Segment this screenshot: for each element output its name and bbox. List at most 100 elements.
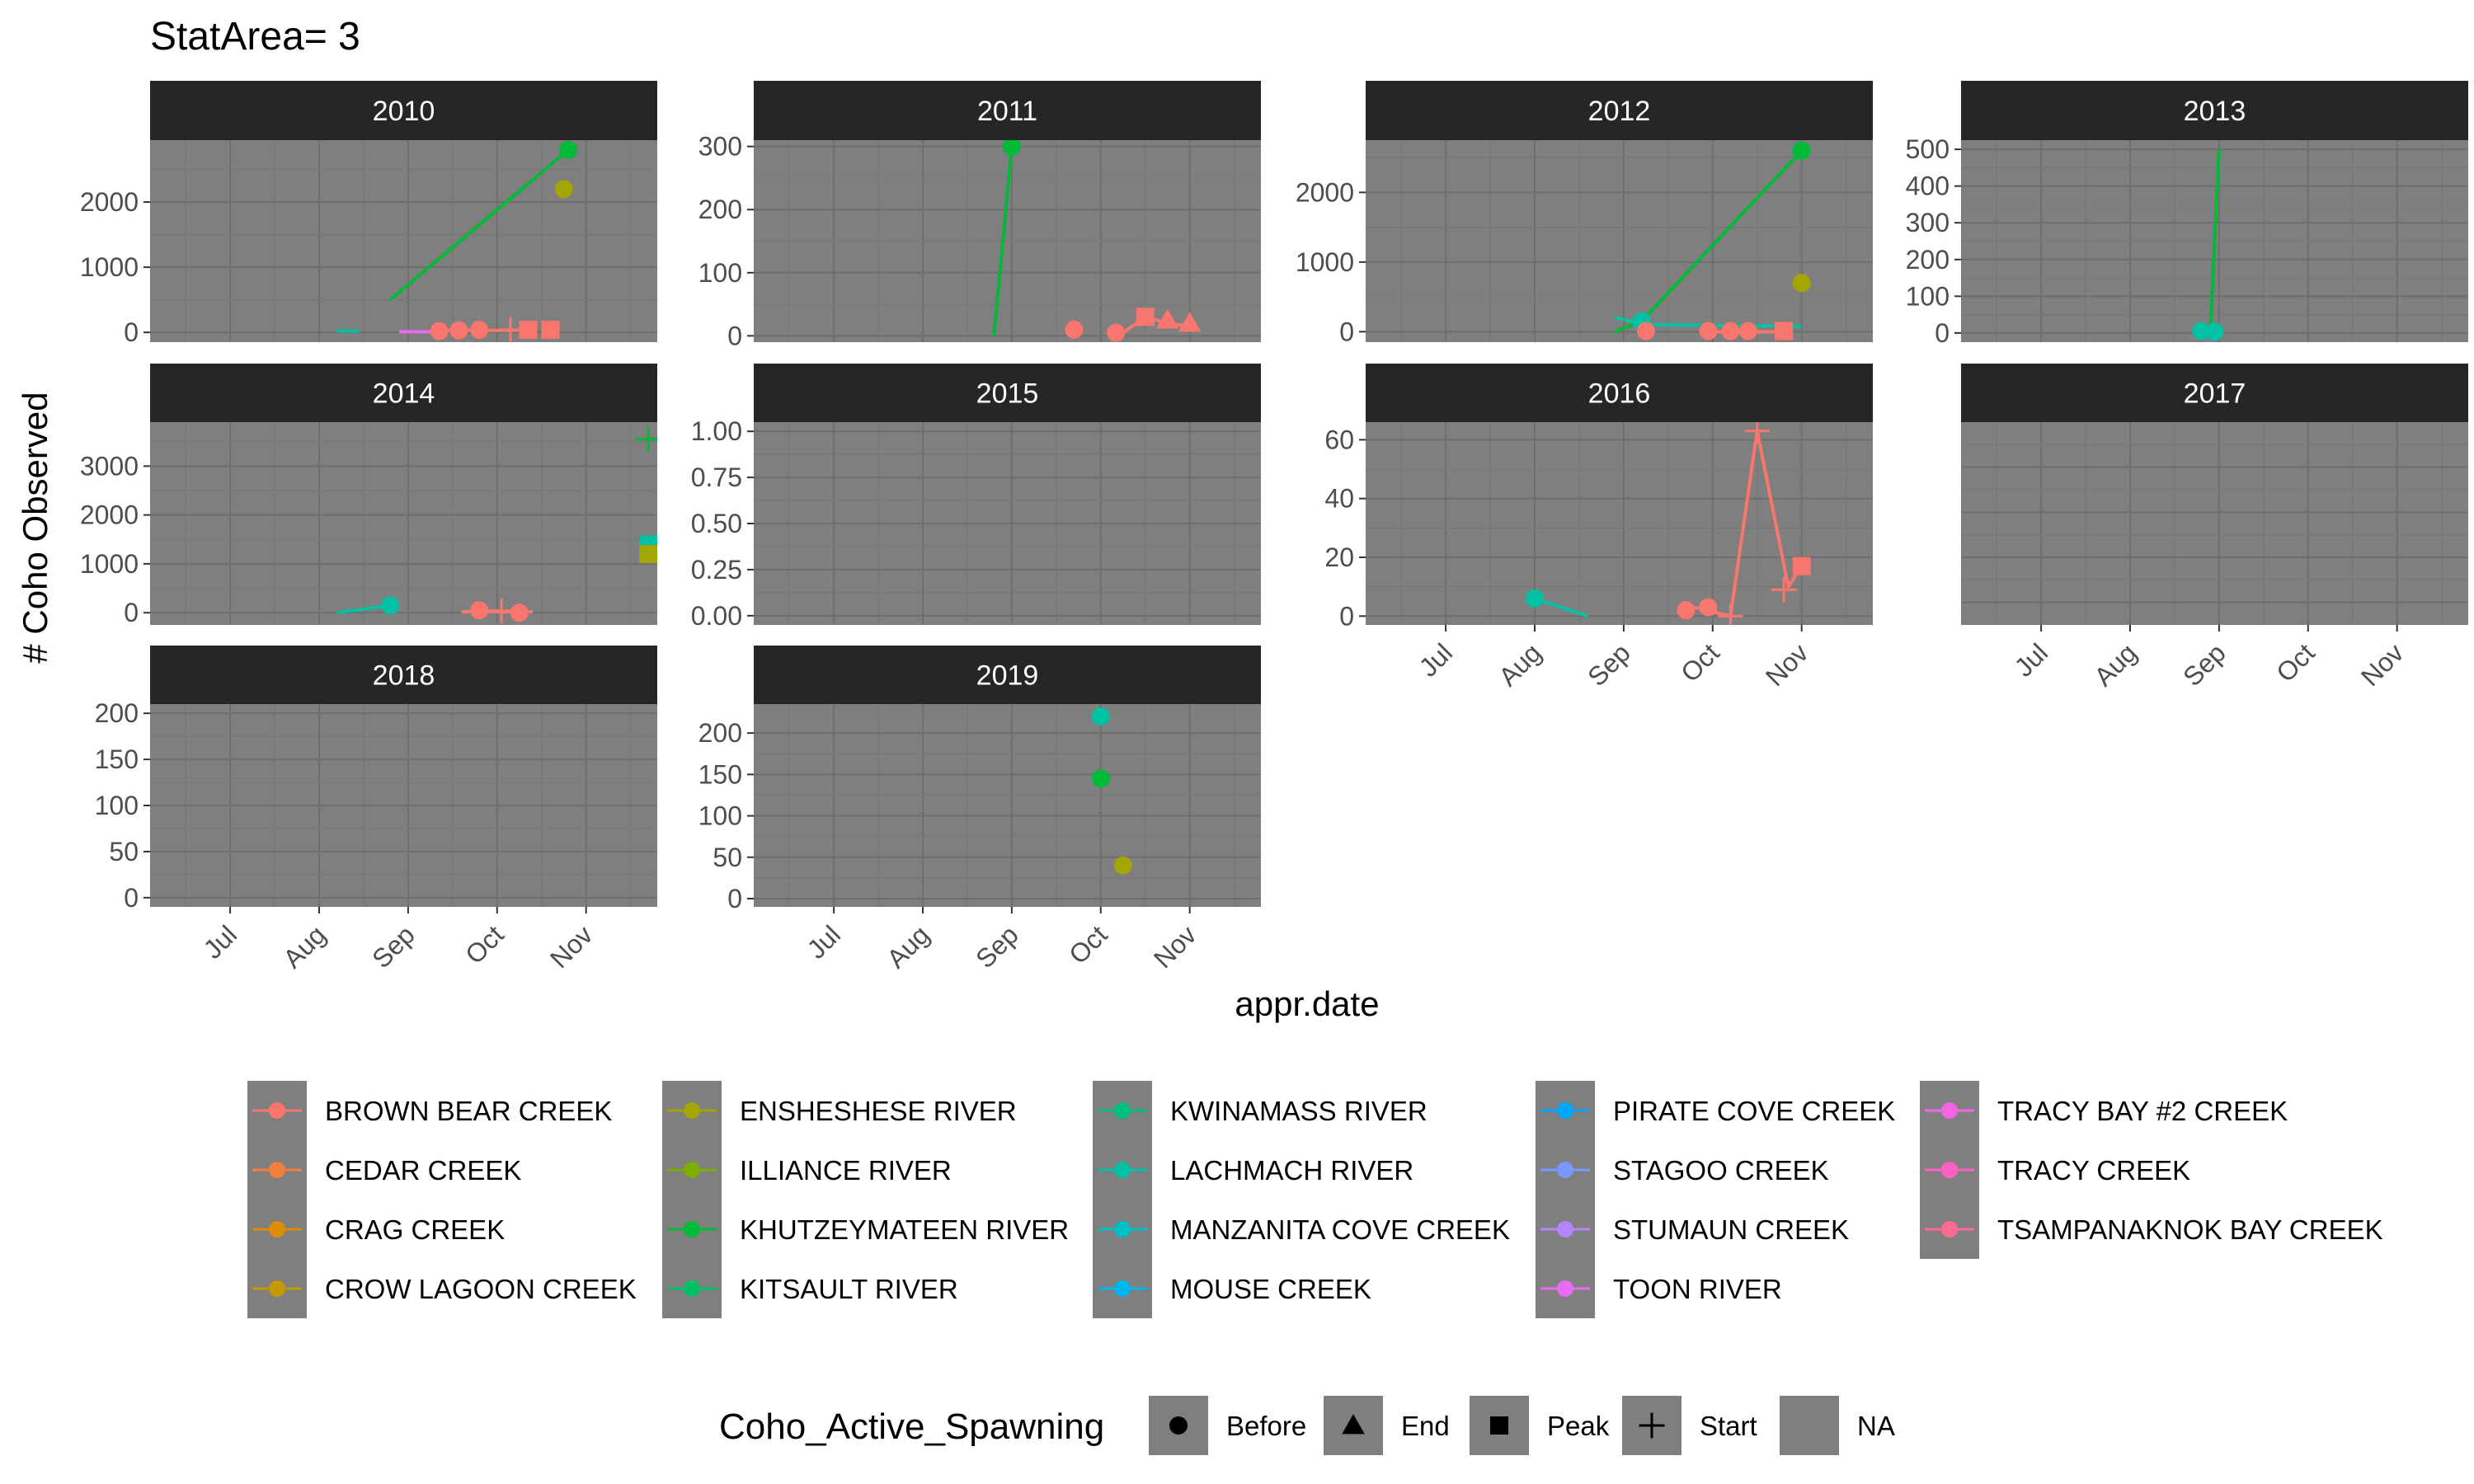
- legend-item-crow-lagoon-creek: CROW LAGOON CREEK: [252, 1274, 637, 1304]
- x-tick-label: Jul: [1413, 637, 1458, 682]
- grid-lines: [1961, 140, 2468, 342]
- legend-item-ensheshese-river: ENSHESHESE RIVER: [667, 1096, 1017, 1126]
- series-line-khutzeymateen-river: [2208, 149, 2221, 333]
- legend-point: [684, 1162, 700, 1178]
- shape-legend-label: Peak: [1547, 1411, 1610, 1441]
- panel-2010: 2010 0 1000 2000: [80, 81, 657, 347]
- point-lachmach-river-circle: [2192, 322, 2211, 340]
- y-tick-label: 150: [698, 759, 742, 789]
- point-lachmach-river-circle: [2205, 322, 2224, 341]
- point-brown-bear-creek-square: [541, 320, 560, 339]
- legend-point: [269, 1162, 285, 1178]
- x-tick-label: Sep: [2177, 637, 2232, 692]
- panel-background: [1366, 140, 1873, 342]
- panel-data: [1614, 141, 1811, 340]
- point-brown-bear-creek-circle: [470, 320, 489, 339]
- panel-2011: 2011 0 100 200 300: [698, 81, 1261, 350]
- panel-data: [336, 426, 657, 624]
- shape-legend-symbol: [1490, 1416, 1508, 1435]
- y-tick-label: 0: [727, 884, 742, 913]
- y-tick-label: 400: [1906, 171, 1950, 201]
- y-tick-label: 0.75: [691, 463, 742, 492]
- series-line-khutzeymateen-river: [992, 146, 1014, 336]
- shape-legend-label: Start: [1700, 1411, 1757, 1441]
- panel-data: [1526, 422, 1811, 625]
- point-khutzeymateen-river-circle: [1792, 141, 1811, 160]
- grid-lines: [1366, 140, 1873, 342]
- panel-background: [1961, 422, 2468, 625]
- series-line-khutzeymateen-river: [389, 148, 570, 302]
- point-ensheshese-river-circle: [1113, 856, 1132, 875]
- legend-item-khutzeymateen-river: KHUTZEYMATEEN RIVER: [667, 1214, 1069, 1245]
- shape-legend-symbol: [1169, 1416, 1188, 1435]
- series-line-lachmach-river: [1534, 597, 1589, 618]
- y-tick-label: 0: [1935, 318, 1950, 348]
- point-ensheshese-river-square: [639, 545, 657, 564]
- point-khutzeymateen-river-circle: [1002, 140, 1021, 156]
- point-brown-bear-creek-circle: [430, 322, 449, 340]
- x-tick-label: Sep: [970, 919, 1024, 974]
- legend-item-pirate-cove-creek: PIRATE COVE CREEK: [1540, 1096, 1895, 1126]
- legend-point: [1114, 1221, 1131, 1237]
- legend-point: [1557, 1280, 1573, 1297]
- facet-strip-label: 2019: [976, 660, 1039, 692]
- legend-label: ENSHESHESE RIVER: [740, 1096, 1017, 1126]
- y-tick-label: 2000: [80, 500, 139, 530]
- facet-panels: 2010010002000201101002003002012010002000…: [80, 81, 2468, 974]
- legend-point: [684, 1102, 700, 1119]
- facet-strip: [754, 364, 1261, 422]
- y-tick-label: 0: [124, 883, 139, 913]
- legend-label: MANZANITA COVE CREEK: [1170, 1214, 1510, 1245]
- point-brown-bear-creek-circle: [1636, 322, 1655, 340]
- legend-item-toon-river: TOON RIVER: [1540, 1274, 1782, 1304]
- y-axis-title: # Coho Observed: [16, 392, 54, 663]
- y-tick-label: 200: [95, 698, 139, 728]
- x-tick-label: Nov: [2355, 637, 2410, 692]
- panel-data: [992, 140, 1202, 342]
- legend-point: [1557, 1102, 1573, 1119]
- facet-strip-label: 2017: [2184, 378, 2246, 410]
- panel-2016: 2016 0 20 40 60 Jul Aug Sep Oct Nov: [1324, 364, 1873, 692]
- facet-strip-label: 2016: [1588, 378, 1651, 410]
- point-brown-bear-creek-square: [1775, 322, 1794, 340]
- legend-item-stagoo-creek: STAGOO CREEK: [1540, 1155, 1829, 1186]
- legend-label: STAGOO CREEK: [1613, 1155, 1829, 1186]
- facet-strip: [1961, 364, 2468, 422]
- point-brown-bear-creek-circle: [1721, 322, 1740, 340]
- legend-key-column: [662, 1081, 722, 1318]
- legend-point: [1557, 1221, 1573, 1237]
- point-brown-bear-creek-plus: [1717, 603, 1743, 625]
- y-tick-label: 0: [124, 317, 139, 347]
- y-tick-label: 1000: [80, 252, 139, 282]
- x-tick-label: Nov: [1148, 919, 1202, 974]
- legend-point: [684, 1280, 700, 1297]
- facet-strip-label: 2011: [977, 96, 1037, 127]
- facet-strip: [754, 646, 1261, 704]
- y-tick-label: 3000: [80, 451, 139, 481]
- legend-label: KHUTZEYMATEEN RIVER: [740, 1214, 1069, 1245]
- point-brown-bear-creek-triangle: [1178, 312, 1202, 332]
- y-tick-label: 0.25: [691, 555, 742, 585]
- facet-strip-label: 2010: [373, 96, 435, 127]
- shape-legend-item-start: Start: [1622, 1396, 1757, 1455]
- panel-background: [150, 422, 657, 625]
- point-khutzeymateen-river-circle: [1091, 769, 1110, 788]
- legend-item-mouse-creek: MOUSE CREEK: [1098, 1274, 1371, 1304]
- shape-legend-item-peak: Peak: [1470, 1396, 1610, 1455]
- shape-legend-item-before: Before: [1149, 1396, 1306, 1455]
- x-tick-label: Aug: [2088, 637, 2142, 692]
- legend-item-kitsault-river: KITSAULT RIVER: [667, 1274, 958, 1304]
- shape-legend-key: [1780, 1396, 1839, 1455]
- legend-item-tsampanaknok-bay-creek: TSAMPANAKNOK BAY CREEK: [1925, 1214, 2383, 1245]
- legend-key-column: [1536, 1081, 1595, 1318]
- point-brown-bear-creek-circle: [470, 601, 489, 620]
- panel-data: [336, 140, 578, 342]
- point-lachmach-river-circle: [1526, 589, 1544, 608]
- x-tick-label: Nov: [1760, 637, 1814, 692]
- legend-item-crag-creek: CRAG CREEK: [252, 1214, 505, 1245]
- grid-lines: [150, 422, 657, 625]
- y-tick-label: 1000: [80, 549, 139, 579]
- legend-item-cedar-creek: CEDAR CREEK: [252, 1155, 521, 1186]
- grid-lines: [150, 704, 657, 907]
- grid-lines: [754, 704, 1261, 907]
